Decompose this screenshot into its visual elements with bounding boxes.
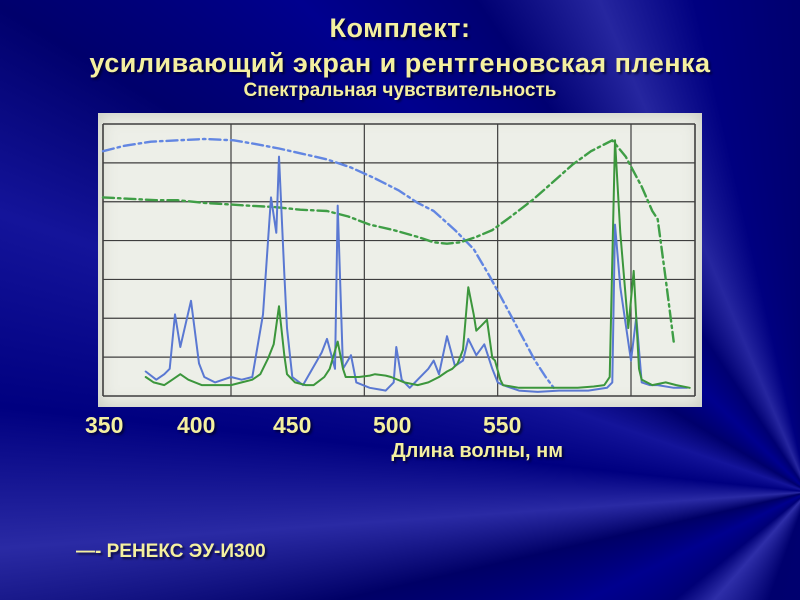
chart-canvas xyxy=(101,123,696,397)
x-tick-400: 400 xyxy=(177,412,216,438)
title-line-2: усиливающий экран и рентгеновская пленка xyxy=(89,48,711,78)
x-tick-350: 350 xyxy=(85,412,124,438)
curve-Зеленочувствительная рентгеновская пленка xyxy=(101,139,675,343)
slide-subtitle: Спектральная чувствительность xyxy=(243,80,557,101)
chart-legend: —- РЕНЕКС ЭУ-И300 — - Синечувствительная… xyxy=(76,488,551,600)
curve-Синечувствительная рентгеновская пленка xyxy=(101,137,555,389)
title-line-1: Комплект: xyxy=(329,13,471,43)
x-tick-450: 450 xyxy=(273,412,312,438)
legend-item-screen-blue: —- РЕНЕКС ЭУ-И300 xyxy=(76,541,266,562)
curve-РЕНЕКС ЭУ-Г300 xyxy=(144,139,691,389)
curve-РЕНЕКС ЭУ-И300 xyxy=(144,155,688,393)
x-tick-500: 500 xyxy=(373,412,412,438)
x-tick-550: 550 xyxy=(483,412,522,438)
x-axis-label: Длина волны, нм xyxy=(391,440,563,462)
slide-title: Комплект: усиливающий экран и рентгеновс… xyxy=(0,11,800,81)
spectral-sensitivity-chart xyxy=(98,113,702,407)
